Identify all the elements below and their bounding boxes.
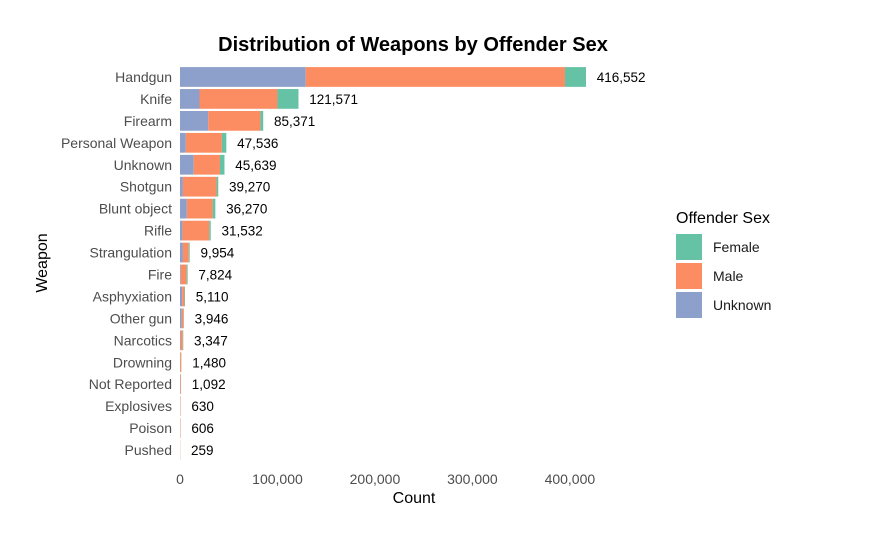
value-label-shotgun: 39,270 [225,180,270,195]
bar-narcotics-unknown [180,330,181,351]
bar-strangulation-male [182,242,189,263]
bar-drowning-male [180,352,182,373]
category-label-explosives: Explosives [105,398,172,414]
value-label-fire: 7,824 [195,267,233,282]
category-label-firearm: Firearm [124,113,172,129]
value-label-narcotics: 3,347 [190,333,228,348]
value-label-unknown: 45,639 [231,158,276,173]
legend-label-unknown: Unknown [713,297,771,313]
value-label-handgun: 416,552 [593,70,646,85]
category-label-knife: Knife [140,91,172,107]
legend: Offender Sex Female Male Unknown [676,210,771,318]
bar-personal-weapon-female [221,132,227,153]
category-label-rifle: Rifle [144,223,172,239]
bar-unknown-unknown [180,154,194,175]
category-label-not-reported: Not Reported [89,376,172,392]
bar-blunt-object-female [212,198,216,219]
bar-knife-female [277,89,299,109]
y-axis-title: Weapon [34,233,51,292]
bar-handgun-female [564,67,586,87]
category-label-fire: Fire [148,266,172,282]
value-label-poison: 606 [188,421,214,436]
value-label-firearm: 85,371 [270,114,315,129]
legend-swatch-unknown [676,292,702,318]
x-tick-label: 400,000 [545,471,596,487]
x-tick-labels: 0 100,000 200,000 300,000 400,000 [176,471,595,487]
bar-asphyxiation-unknown [180,286,183,307]
bar-narcotics-male [180,330,183,351]
category-label-unknown: Unknown [114,157,172,173]
category-label-pushed: Pushed [125,442,172,458]
value-label-blunt-object: 36,270 [222,202,267,217]
category-label-narcotics: Narcotics [114,332,172,348]
bar-strangulation-unknown [180,242,183,263]
bar-firearm-female [260,110,264,131]
bar-other-gun-unknown [180,308,182,329]
bar-knife-unknown [180,89,200,109]
category-labels: Handgun Knife Firearm Personal Weapon Unknow… [61,69,172,458]
value-label-strangulation: 9,954 [197,246,235,261]
category-label-drowning: Drowning [113,354,172,370]
bar-personal-weapon-male [185,132,222,153]
value-label-not-reported: 1,092 [188,377,226,392]
bar-fire-unknown [180,264,181,285]
legend-swatch-male [676,263,702,289]
value-label-personal-weapon: 47,536 [233,136,278,151]
bar-handgun-male [305,67,565,87]
legend-label-female: Female [713,239,760,255]
value-label-other-gun: 3,946 [191,311,229,326]
bar-fire-male [180,264,187,285]
bar-other-gun-male [181,308,184,329]
x-tick-label: 0 [176,471,184,487]
value-labels: 416,552 121,571 85,371 47,536 45,639 39,… [187,70,645,458]
bar-rifle-female [209,220,211,241]
bar-personal-weapon-unknown [180,132,186,153]
value-label-drowning: 1,480 [188,355,226,370]
bar-rifle-unknown [180,220,183,241]
bar-firearm-male [208,110,261,131]
value-label-knife: 121,571 [305,92,358,107]
bar-blunt-object-unknown [180,198,187,219]
value-label-asphyxiation: 5,110 [192,289,229,304]
bar-unknown-female [219,154,225,175]
value-label-rifle: 31,532 [218,224,263,239]
x-tick-label: 100,000 [252,471,303,487]
category-label-strangulation: Strangulation [89,245,172,261]
legend-title: Offender Sex [676,210,770,227]
bar-handgun-unknown [180,67,306,87]
category-label-handgun: Handgun [115,69,172,85]
bar-strangulation-female [188,242,190,263]
bar-rifle-male [182,220,210,241]
legend-swatch-female [676,234,702,260]
bar-not-reported-male [180,374,181,395]
legend-label-male: Male [713,268,744,284]
category-label-asphyxiation: Asphyxiation [93,288,172,304]
category-label-other-gun: Other gun [110,310,172,326]
chart-title: Distribution of Weapons by Offender Sex [218,34,608,56]
x-tick-label: 200,000 [350,471,401,487]
bar-shotgun-unknown [180,176,183,197]
bar-shotgun-female [216,176,219,197]
bar-asphyxiation-female [184,286,185,307]
bars-group [180,67,586,460]
bar-blunt-object-male [186,198,213,219]
bar-unknown-male [193,154,220,175]
category-label-personal-weapon: Personal Weapon [61,135,172,151]
bar-asphyxiation-male [182,286,185,307]
x-axis-title: Count [393,490,436,507]
bar-fire-female [186,264,188,285]
value-label-explosives: 630 [188,399,214,414]
category-label-blunt-object: Blunt object [99,201,172,217]
bar-shotgun-male [182,176,217,197]
x-tick-label: 300,000 [447,471,498,487]
bar-firearm-unknown [180,110,209,131]
value-label-pushed: 259 [187,443,213,458]
category-label-poison: Poison [129,420,172,436]
bar-knife-male [199,89,278,109]
category-label-shotgun: Shotgun [120,179,172,195]
